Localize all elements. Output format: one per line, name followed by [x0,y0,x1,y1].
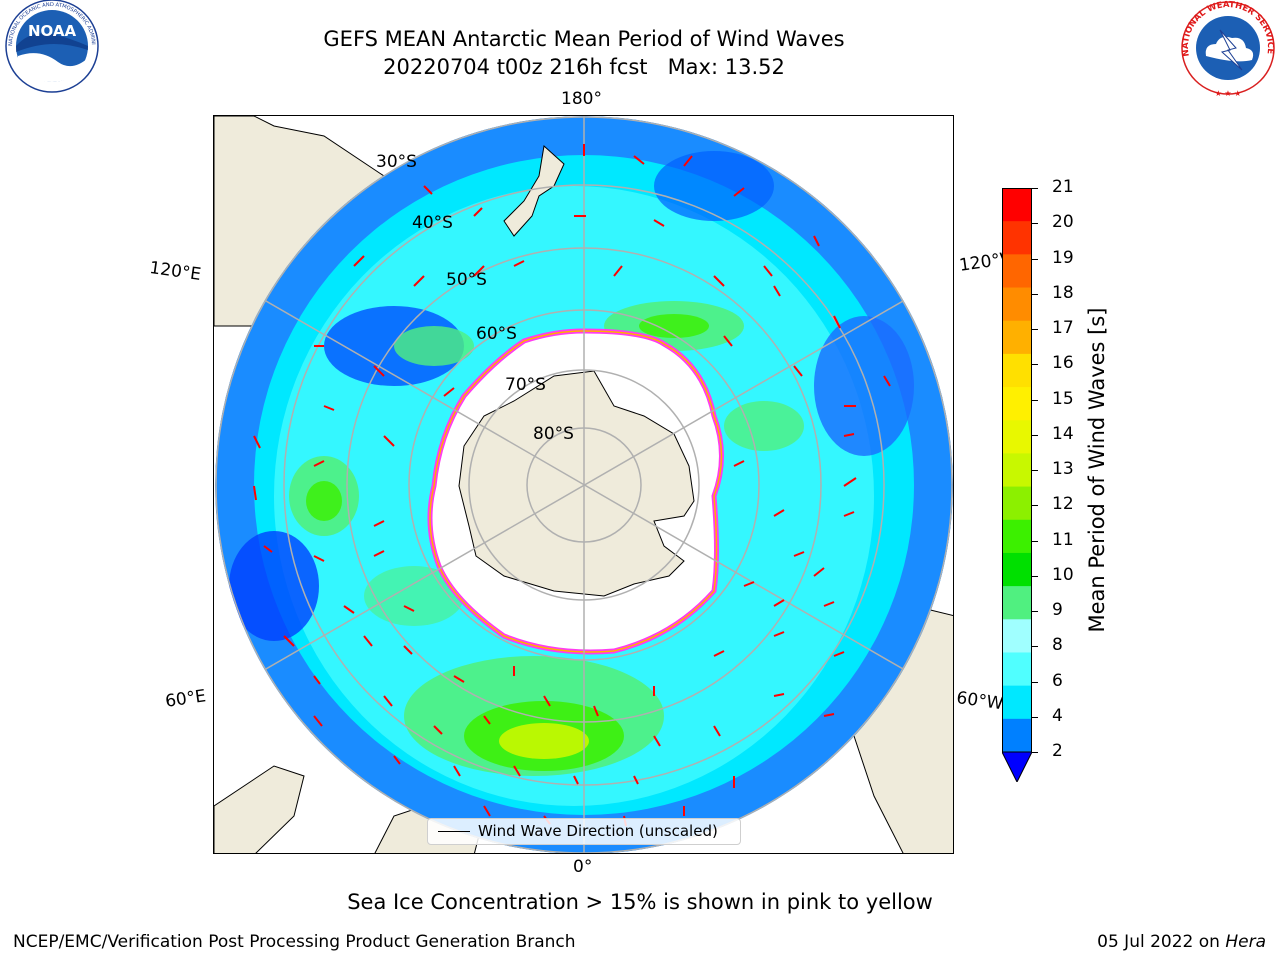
lon-label-0: 0° [573,857,593,877]
land-newzealand [503,145,565,237]
colorbar-step [1002,254,1032,289]
colorbar-tick: 17 [1052,318,1074,338]
colorbar-step [1002,519,1032,554]
graticule [215,116,953,853]
colorbar-step [1002,221,1032,255]
colorbar-tick: 12 [1052,494,1074,515]
colorbar-tick-mark [1032,434,1038,436]
colorbar-tick: 21 [1052,177,1074,197]
map-canvas [214,116,953,853]
colorbar-tick: 11 [1052,529,1074,550]
land-antarctica [458,370,695,597]
map-legend: Wind Wave Direction (unscaled) [427,818,741,845]
chart-title: GEFS MEAN Antarctic Mean Period of Wind … [323,27,845,51]
colorbar-step [1002,453,1032,488]
colorbar-step [1002,718,1032,753]
colorbar-tick: 18 [1052,282,1074,303]
colorbar-tick: 10 [1052,564,1074,585]
legend-line-icon [438,831,470,832]
colorbar-tick-mark [1032,223,1038,225]
colorbar-step [1002,420,1032,454]
colorbar-tick-mark [1032,540,1038,542]
sea-ice-note: Sea Ice Concentration > 15% is shown in … [347,890,933,914]
lon-label-60w: 60°W [955,688,1005,715]
colorbar-tick: 15 [1052,388,1074,409]
colorbar-tick: 2 [1052,741,1063,761]
colorbar-step [1002,287,1032,322]
colorbar-step [1002,586,1032,620]
colorbar-step [1002,552,1032,587]
colorbar-tick: 19 [1052,247,1074,268]
colorbar-tick: 8 [1052,635,1063,656]
colorbar-tick-mark [1032,258,1038,260]
lat-label-80s: 80°S [533,424,574,444]
colorbar-step [1002,486,1032,521]
colorbar-step [1002,353,1032,388]
svg-text:★ ★ ★: ★ ★ ★ [1215,89,1242,98]
colorbar-tick: 16 [1052,353,1074,374]
colorbar-step [1002,320,1032,355]
colorbar-tick-mark [1032,364,1038,366]
lon-label-120e: 120°E [148,258,203,286]
lon-label-180: 180° [561,89,602,109]
lat-label-40s: 40°S [412,213,453,233]
colorbar-tick-mark [1032,470,1038,471]
colorbar-tick-mark [1032,188,1038,189]
colorbar-tick-mark [1032,293,1038,295]
colorbar-tick: 9 [1052,600,1063,620]
lat-label-60s: 60°S [476,324,517,344]
colorbar-tick-mark [1032,681,1038,683]
lat-label-30s: 30°S [376,152,417,172]
colorbar-step [1002,188,1032,222]
colorbar-tick-mark [1032,329,1038,330]
lat-label-70s: 70°S [505,375,546,395]
lat-label-50s: 50°S [446,270,487,290]
colorbar-tick-mark [1032,716,1038,718]
colorbar-label: Mean Period of Wind Waves [s] [1085,307,1109,633]
chart-subtitle: 20220704 t00z 216h fcst Max: 13.52 [383,55,785,79]
colorbar-tick-mark [1032,505,1038,507]
polar-map: 30°S 40°S 50°S 60°S 70°S 80°S [213,115,954,854]
land-africa [214,765,305,853]
colorbar-step [1002,652,1032,687]
colorbar-tick: 13 [1052,459,1074,479]
colorbar [1002,188,1032,782]
noaa-logo: NOAA NATIONAL OCEANIC AND ATMOSPHERIC AD… [0,0,99,93]
nws-logo: NATIONAL WEATHER SERVICE ★ ★ ★ [1181,0,1275,98]
colorbar-tick: 20 [1052,212,1074,233]
legend-label: Wind Wave Direction (unscaled) [478,822,718,840]
colorbar-step [1002,387,1032,421]
colorbar-tick-mark [1032,575,1038,577]
colorbar-tick: 6 [1052,670,1063,691]
colorbar-under-triangle [1002,751,1032,782]
footer-branch: NCEP/EMC/Verification Post Processing Pr… [13,932,576,952]
colorbar-step [1002,685,1032,720]
colorbar-tick-mark [1032,646,1038,648]
lon-label-60e: 60°E [164,686,208,712]
colorbar-tick-mark [1032,399,1038,401]
svg-text:NOAA: NOAA [28,22,77,40]
colorbar-tick-mark [1032,752,1038,753]
colorbar-tick: 4 [1052,705,1063,726]
colorbar-step [1002,619,1032,653]
colorbar-tick: 14 [1052,423,1074,444]
colorbar-tick-mark [1032,611,1038,612]
footer-date: 05 Jul 2022 on Hera [1097,932,1266,952]
